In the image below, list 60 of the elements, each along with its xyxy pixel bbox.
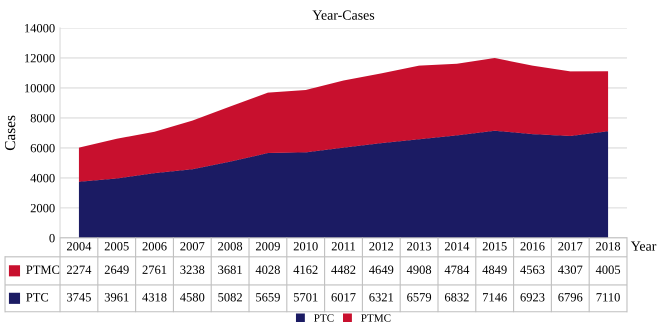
y-tick-label: 10000 xyxy=(25,84,55,92)
legend-label: PTC xyxy=(26,293,48,302)
x-tick-label: 2018 xyxy=(596,242,620,250)
x-tick-label: 2010 xyxy=(294,242,318,250)
x-axis-title: Year xyxy=(630,242,656,251)
text: PTMC xyxy=(361,314,390,322)
data-label: 4784 xyxy=(444,266,470,274)
data-label: 7110 xyxy=(596,293,620,302)
x-tick-label: 2013 xyxy=(407,242,432,250)
legend-label: PTMC xyxy=(26,266,60,274)
data-label: 7146 xyxy=(483,293,507,302)
x-tick-label: 2012 xyxy=(369,242,394,250)
data-label: 4318 xyxy=(142,293,167,302)
data-label: 4580 xyxy=(180,293,204,302)
data-label: 3238 xyxy=(180,266,204,274)
data-label: 4162 xyxy=(293,266,318,274)
data-label: 5082 xyxy=(218,293,242,302)
data-label: 3961 xyxy=(104,293,128,302)
x-tick-label: 2006 xyxy=(142,242,167,250)
data-label: 4563 xyxy=(520,266,544,274)
data-label: 4005 xyxy=(596,266,620,274)
data-label: 4649 xyxy=(369,266,394,274)
y-tick-label: 8000 xyxy=(30,114,55,122)
data-label: 4482 xyxy=(331,266,356,274)
x-tick-label: 2015 xyxy=(482,242,507,250)
data-label: 5659 xyxy=(256,293,280,302)
data-label: 6017 xyxy=(332,293,356,302)
y-tick-label: 14000 xyxy=(25,24,55,32)
data-label: 6579 xyxy=(407,293,432,302)
x-tick-label: 2008 xyxy=(218,242,242,250)
chart-title: Year-Cases xyxy=(312,10,374,20)
y-tick-label: 6000 xyxy=(30,144,55,152)
y-tick-label: 2000 xyxy=(30,204,55,212)
x-tick-label: 2005 xyxy=(104,242,129,250)
data-label: 4307 xyxy=(558,266,582,274)
x-tick-label: 2016 xyxy=(520,242,545,250)
x-tick-label: 2017 xyxy=(558,242,582,250)
x-tick-label: 2014 xyxy=(444,242,470,250)
data-label: 6832 xyxy=(444,293,469,302)
data-label: 6321 xyxy=(369,293,394,302)
data-label: 2274 xyxy=(66,266,92,274)
y-tick-label: 4000 xyxy=(30,174,55,182)
x-tick-label: 2004 xyxy=(66,242,92,250)
data-label: 4849 xyxy=(482,266,507,274)
data-label: 4908 xyxy=(406,266,432,274)
text: PTC xyxy=(314,314,334,322)
y-tick-label: 12000 xyxy=(25,54,55,62)
data-label: 3681 xyxy=(218,266,242,274)
x-tick-label: 2009 xyxy=(256,242,280,250)
y-tick-label: 0 xyxy=(49,234,55,242)
data-label: 4028 xyxy=(256,266,280,274)
x-tick-label: 2011 xyxy=(332,242,356,250)
data-label: 2649 xyxy=(104,266,129,274)
data-label: 2761 xyxy=(142,266,166,274)
data-label: 6796 xyxy=(558,293,582,302)
data-label: 5701 xyxy=(294,293,318,302)
x-tick-label: 2007 xyxy=(180,242,204,250)
data-label: 3745 xyxy=(67,293,91,302)
y-axis-title: Cases xyxy=(4,116,16,150)
data-label: 6923 xyxy=(520,293,544,302)
